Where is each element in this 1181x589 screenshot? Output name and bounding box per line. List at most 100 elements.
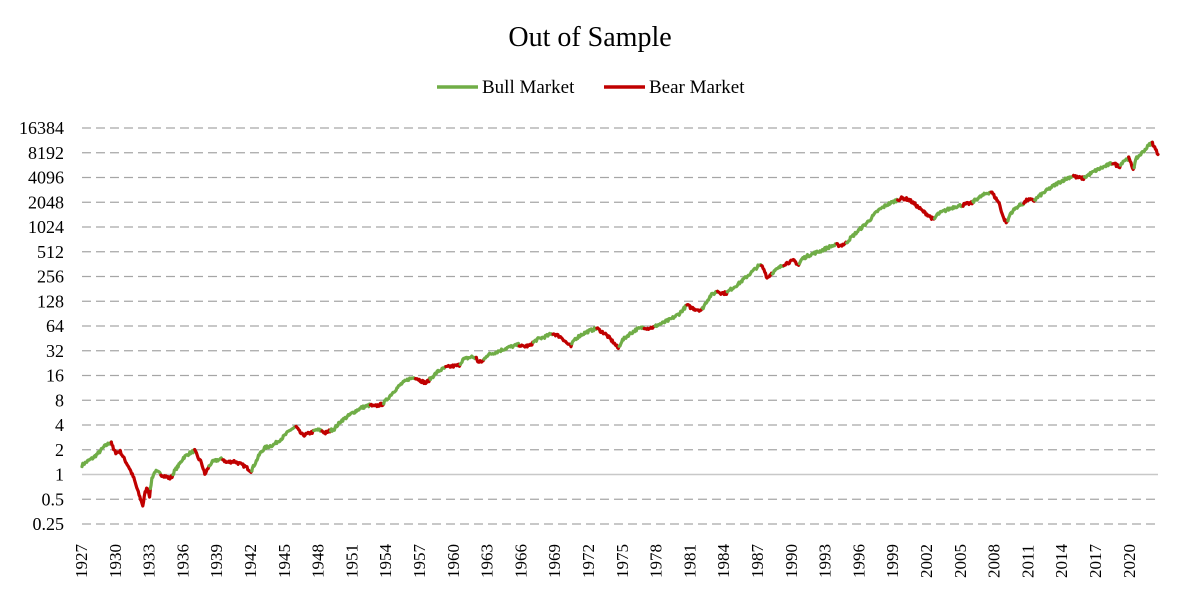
x-tick-label: 1957 xyxy=(410,544,429,579)
bull-market-line xyxy=(932,203,965,221)
bear-market-line xyxy=(221,458,254,474)
bull-market-line xyxy=(797,242,839,266)
bear-market-line xyxy=(1127,155,1136,171)
y-tick-label: 16384 xyxy=(19,118,64,138)
x-tick-label: 1990 xyxy=(782,544,801,578)
bull-market-line xyxy=(845,197,900,245)
bear-market-line xyxy=(444,362,462,369)
x-tick-label: 2017 xyxy=(1086,544,1105,579)
y-tick-label: 32 xyxy=(46,341,64,361)
x-tick-label: 1999 xyxy=(883,544,902,578)
x-tick-label: 2020 xyxy=(1120,544,1139,578)
bull-market-line xyxy=(1082,161,1115,179)
x-tick-label: 1993 xyxy=(816,544,835,578)
bull-market-line xyxy=(1033,173,1076,202)
y-tick-label: 64 xyxy=(46,316,64,336)
bull-market-line xyxy=(1006,201,1026,223)
x-axis: 1927 1930 1933 1936 1939 1942 1945 1948 1951 1954… xyxy=(72,544,1139,579)
bull-market-line xyxy=(250,424,298,473)
bull-market-line xyxy=(458,354,478,366)
bull-market-line xyxy=(770,263,786,276)
y-tick-label: 0.25 xyxy=(33,514,65,534)
y-tick-label: 16 xyxy=(46,366,64,386)
bull-market-line xyxy=(531,331,555,344)
bear-market-line xyxy=(294,424,316,438)
bull-market-line xyxy=(1118,155,1131,167)
x-tick-label: 1942 xyxy=(241,544,260,578)
bear-market-line xyxy=(193,448,211,476)
bear-market-line xyxy=(715,289,729,297)
bear-market-line xyxy=(989,190,1010,225)
bear-market-line xyxy=(551,332,574,349)
x-tick-label: 1975 xyxy=(613,544,632,578)
x-tick-label: 1960 xyxy=(444,544,463,578)
bull-market-line xyxy=(80,440,113,469)
bear-market-line xyxy=(961,199,975,208)
bull-market-line xyxy=(148,468,163,491)
bear-market-line xyxy=(685,303,705,313)
y-tick-label: 4096 xyxy=(28,168,64,188)
bear-market-line xyxy=(835,240,849,249)
x-tick-label: 1930 xyxy=(106,544,125,578)
x-tick-label: 2002 xyxy=(917,544,936,578)
bear-market-line xyxy=(109,440,152,508)
y-tick-label: 8192 xyxy=(28,143,64,163)
x-tick-label: 1951 xyxy=(342,544,361,578)
x-tick-label: 1963 xyxy=(478,544,497,578)
y-tick-label: 8 xyxy=(55,390,64,410)
bull-market-line xyxy=(329,402,372,433)
bull-market-line xyxy=(617,325,646,348)
bear-market-line xyxy=(782,257,802,268)
x-tick-label: 1987 xyxy=(748,544,767,579)
bear-market-line xyxy=(759,264,775,280)
series-lines xyxy=(80,140,1160,508)
bear-market-line xyxy=(413,376,432,386)
bear-market-line xyxy=(1022,197,1037,205)
bear-market-line xyxy=(517,340,536,349)
bull-market-line xyxy=(428,365,448,382)
chart-title: Out of Sample xyxy=(508,22,671,53)
bull-market-line xyxy=(971,190,993,204)
gridlines xyxy=(82,127,1158,525)
bull-market-line xyxy=(171,448,197,477)
x-tick-label: 1948 xyxy=(309,544,328,578)
y-tick-label: 1 xyxy=(55,465,64,485)
bull-market-line xyxy=(207,456,225,468)
bear-market-line xyxy=(1071,173,1087,182)
x-tick-label: 1927 xyxy=(72,544,91,579)
x-tick-label: 1984 xyxy=(714,544,733,579)
y-tick-label: 1024 xyxy=(28,217,64,237)
legend-bear-label: Bear Market xyxy=(649,77,745,98)
x-tick-label: 1954 xyxy=(376,544,395,579)
bull-market-line xyxy=(482,341,521,361)
y-tick-label: 0.5 xyxy=(42,489,65,509)
y-tick-label: 128 xyxy=(37,291,64,311)
bear-market-line xyxy=(159,473,175,481)
bear-market-line xyxy=(474,355,486,364)
x-tick-label: 1933 xyxy=(140,544,159,578)
bear-market-line xyxy=(1150,140,1160,157)
bear-market-line xyxy=(896,195,937,221)
x-tick-label: 1981 xyxy=(680,544,699,578)
y-tick-label: 512 xyxy=(37,242,64,262)
bear-market-line xyxy=(595,326,621,350)
x-tick-label: 1996 xyxy=(849,544,868,578)
legend: Bull Market Bear Market xyxy=(437,77,745,98)
y-tick-label: 2048 xyxy=(28,192,64,212)
bear-market-line xyxy=(642,324,657,331)
bear-market-line xyxy=(1111,161,1123,170)
bull-market-line xyxy=(700,289,720,311)
y-tick-label: 2 xyxy=(55,440,64,460)
bear-market-line xyxy=(368,401,386,409)
bull-market-line xyxy=(570,326,599,346)
x-tick-label: 2014 xyxy=(1052,544,1071,579)
y-tick-label: 4 xyxy=(55,415,64,435)
legend-bull-label: Bull Market xyxy=(482,77,575,98)
y-tick-label: 256 xyxy=(37,267,64,287)
x-tick-label: 1939 xyxy=(207,544,226,578)
y-axis: 0.25 0.5 1 2 4 8 16 32 64 128 256 512 1024 2048 4096 81… xyxy=(19,118,64,534)
x-tick-label: 1966 xyxy=(511,544,530,578)
x-tick-label: 1945 xyxy=(275,544,294,578)
x-tick-label: 2008 xyxy=(985,544,1004,578)
